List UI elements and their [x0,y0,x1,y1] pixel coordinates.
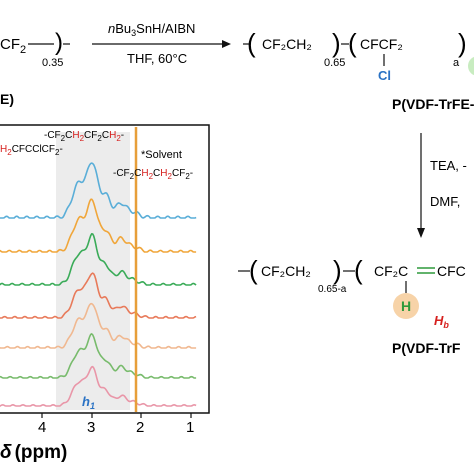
top-left-subscript: 0.35 [42,57,63,69]
nmr-trace [0,233,197,286]
nmr-trace [0,365,197,407]
chlorine-substituent: Cl [378,68,391,83]
close-paren: ) [55,29,63,56]
nmr-trace [0,302,197,349]
polymer-ctfe-name: P(VDF-TrFE-CTFE [392,96,474,112]
close-paren: ) [458,28,467,58]
polymer-db-name: P(VDF-TrF [392,340,461,356]
h-atom: H [401,298,411,314]
h-b-label: Hb [434,313,449,330]
nmr-trace [0,332,197,379]
annotation-right: -CF2CH2CH2CF2- [113,168,193,181]
open-paren: ( [247,28,256,58]
nmr-panel: E) -CF2CH2CF2CH2- H2CFCClCF2- -CF2CH2CH2… [0,91,210,463]
x-tick-label: 2 [136,419,144,436]
top-left-unit: CF2 [0,36,26,56]
annotation-top: -CF2CH2CF2CH2- [44,130,124,143]
polymer-ctfe-structure: ( CF₂CH₂ ) 0.65 ( CFCF₂ ) a Cl P(VDF-TrF… [243,28,474,112]
nmr-trace [0,198,197,253]
conditions-label: THF, 60°C [127,51,187,66]
polymer-ctfe-unit1: CF₂CH₂ [262,36,312,52]
reagent-label: nBu3SnH/AIBN [108,21,195,38]
h-region-label: h1 [82,394,95,411]
nmr-trace [0,272,197,319]
x-tick-label: 4 [38,419,46,436]
nmr-panel-label: E) [0,91,14,107]
x-tick-label: 1 [186,419,194,436]
green-halo-marker [468,56,474,76]
reagent-1: TEA, - [430,158,467,173]
polymer-ctfe-subscript1: 0.65 [324,57,345,69]
x-axis-label: δ (ppm) [0,442,67,463]
arrow-head-icon [222,40,231,48]
x-tick-label: 3 [87,419,95,436]
polymer-ctfe-unit2: CFCF₂ [360,36,403,52]
plot-frame [0,124,210,414]
polymer-db-unit1: CF₂CH₂ [261,263,311,279]
open-paren: ( [354,255,363,285]
reagent-2: DMF, [430,194,460,209]
reaction-arrow-1: nBu3SnH/AIBN THF, 60°C [92,21,231,66]
polymer-db-unit2-right: CFC [437,263,466,279]
polymer-ctfe-subscript2: a [453,57,460,69]
solvent-annotation: *Solvent [141,149,182,161]
open-paren: ( [249,255,258,285]
h-region-highlight [56,132,130,410]
reaction-arrow-2: TEA, - DMF, [417,133,467,238]
polymer-db-unit2-left: CF₂C [374,263,408,279]
top-left-fragment: CF2 ) 0.35 [0,29,70,69]
nmr-spectra [0,162,197,407]
close-paren: ) [333,255,342,285]
arrow-head-icon [417,228,425,238]
h-halo-marker [393,293,419,319]
open-paren: ( [348,28,357,58]
annotation-left: H2CFCClCF2- [0,144,63,157]
nmr-trace [0,162,197,219]
polymer-db-subscript1: 0.65-a [318,284,347,295]
polymer-doublebond-structure: ( CF₂CH₂ ) 0.65-a ( CF₂C CFC H Hb P(VDF-… [238,255,466,356]
close-paren: ) [332,28,341,58]
